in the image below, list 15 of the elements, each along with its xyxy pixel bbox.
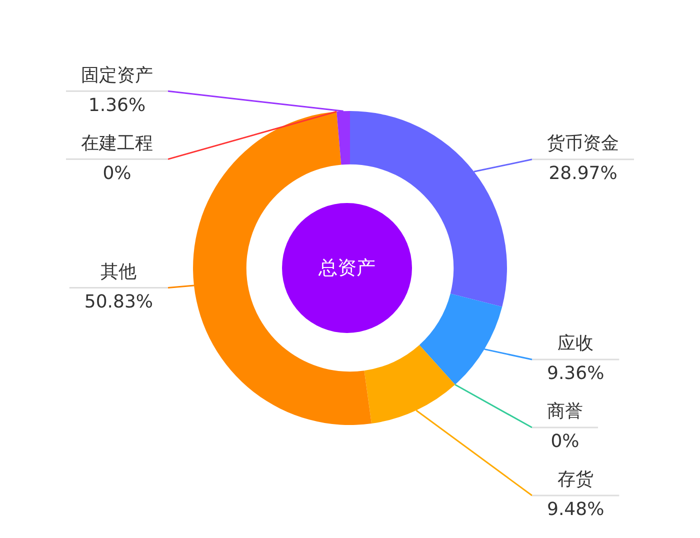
slice-label: 固定资产 (81, 64, 153, 86)
slice-label: 货币资金 (547, 133, 619, 154)
text: 0% (102, 162, 132, 184)
slice-label: 应收 (558, 333, 594, 354)
slice-label: 存货 (558, 469, 594, 490)
text: 0% (550, 431, 580, 452)
data-label: 50.83% (84, 291, 154, 312)
data-label: 28.97% (548, 163, 618, 184)
data-label: 9.36% (546, 363, 604, 384)
slice-label: 其他 (100, 261, 137, 282)
data-label: 1.36% (88, 94, 146, 116)
category-label: 在建工程 (81, 132, 153, 154)
data-label: 9.48% (546, 499, 604, 520)
center-disc: 总资产 (282, 203, 412, 333)
legend-label: 商誉 (547, 401, 583, 422)
